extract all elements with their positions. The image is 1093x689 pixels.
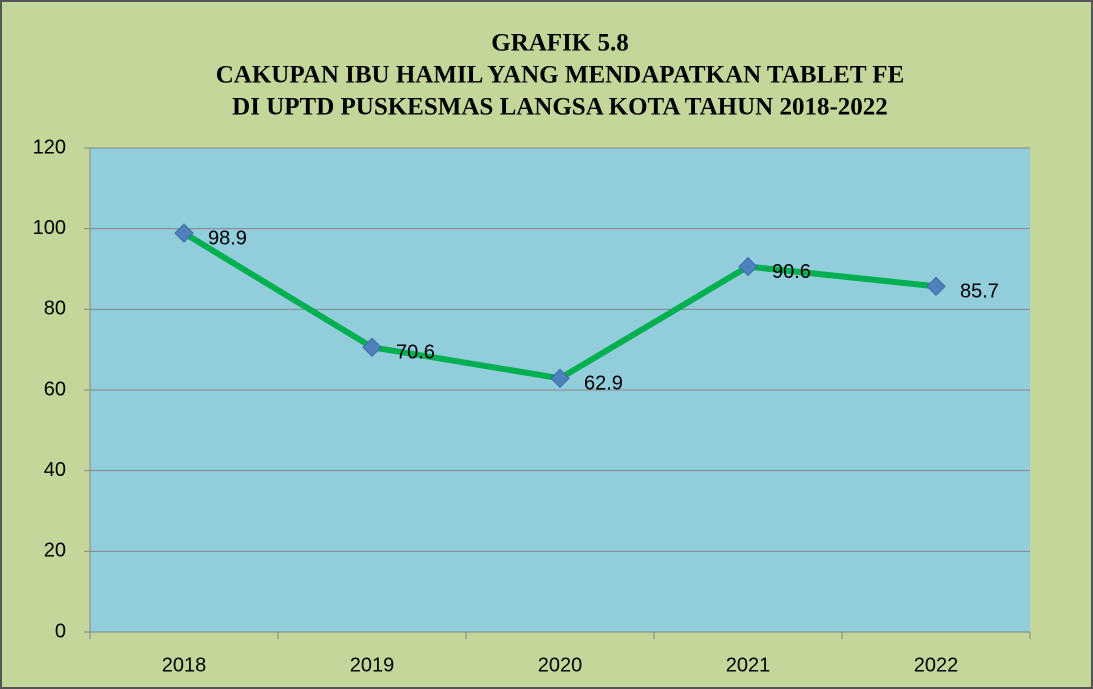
y-tick-label: 20 [44,540,66,562]
x-tick-label: 2020 [538,654,583,676]
x-tick-label: 2021 [726,654,771,676]
marker [926,276,946,297]
data-label: 85.7 [960,281,999,303]
x-tick-label: 2018 [162,654,207,676]
data-label: 70.6 [396,342,435,364]
chart-title: GRAFIK 5.8 [491,30,629,57]
chart-title: DI UPTD PUSKESMAS LANGSA KOTA TAHUN 2018… [232,94,888,121]
marker [174,223,194,243]
x-tick-label: 2019 [350,654,395,676]
y-tick-label: 60 [44,378,66,400]
chart-title: CAKUPAN IBU HAMIL YANG MENDAPATKAN TABLE… [216,62,905,89]
y-tick-label: 0 [55,620,66,642]
y-tick-label: 40 [44,459,66,481]
data-label: 98.9 [208,227,247,249]
y-tick-label: 100 [33,217,66,239]
y-tick-label: 120 [33,136,66,158]
y-tick-label: 80 [44,298,66,320]
data-label: 90.6 [772,261,811,283]
marker [550,368,570,389]
x-tick-label: 2022 [914,654,959,676]
data-label: 62.9 [584,373,623,395]
marker [362,337,382,357]
marker [738,256,758,277]
